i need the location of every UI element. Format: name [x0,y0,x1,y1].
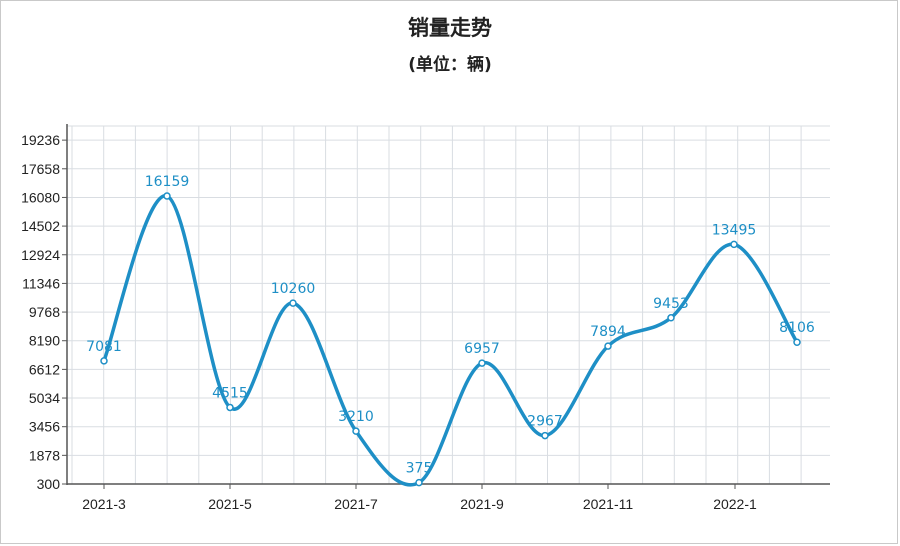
data-label: 7894 [590,324,626,340]
x-tick-label: 2021-9 [460,496,504,512]
x-tick-label: 2021-7 [334,496,378,512]
data-point [730,240,738,249]
y-tick-label: 12924 [21,247,60,263]
chart-title: 销量走势 [408,16,492,40]
data-point [793,338,801,346]
data-label: 8106 [779,320,815,336]
x-tick-label: 2021-3 [82,496,126,512]
data-label: 375 [406,461,433,477]
data-point [478,359,486,367]
y-tick-label: 14502 [21,218,60,234]
data-label: 6957 [464,341,500,357]
data-point [100,357,108,365]
y-tick-label: 3456 [29,419,60,435]
data-label: 4515 [212,385,248,401]
data-points [100,192,801,487]
data-labels: 7081 16159 4515 10260 3210 375 6957 2967 7894 945… [86,174,815,477]
data-label: 10260 [271,281,316,297]
x-tick-label: 2021-5 [208,496,252,512]
y-tick-label: 6612 [29,361,60,377]
data-label: 3210 [338,409,374,425]
data-point [163,192,171,200]
chart-subtitle: (单位：辆) [408,55,492,75]
data-label: 16159 [145,174,190,190]
axes [66,124,830,485]
data-label: 2967 [527,414,563,430]
data-point [667,314,675,322]
y-tick-label: 11346 [22,275,60,291]
data-label: 7081 [86,339,122,355]
y-tick-label: 17658 [21,161,60,177]
data-point [415,478,423,487]
data-label: 9453 [653,296,689,312]
y-tick-label: 9768 [29,304,60,320]
data-label: 13495 [712,222,757,238]
y-tick-label: 1878 [29,447,60,463]
y-tick-label: 19236 [21,132,60,148]
x-tick-label: 2022-1 [713,496,757,512]
data-point [352,427,360,435]
data-point [289,299,297,307]
x-axis-ticks: 2021-3 2021-5 2021-7 2021-9 2021-11 2022-1 [82,484,757,512]
y-tick-label: 5034 [29,390,60,406]
y-tick-label: 16080 [21,189,60,205]
y-tick-label: 8190 [29,333,60,349]
data-point [226,403,234,412]
x-tick-label: 2021-11 [583,496,634,512]
y-tick-label: 300 [37,476,61,492]
y-axis-ticks: 300 1878 3456 5034 6612 8190 9768 11346 12924 145… [21,132,67,492]
data-point [604,342,612,350]
data-point [541,431,549,440]
grid-lines [67,125,830,484]
